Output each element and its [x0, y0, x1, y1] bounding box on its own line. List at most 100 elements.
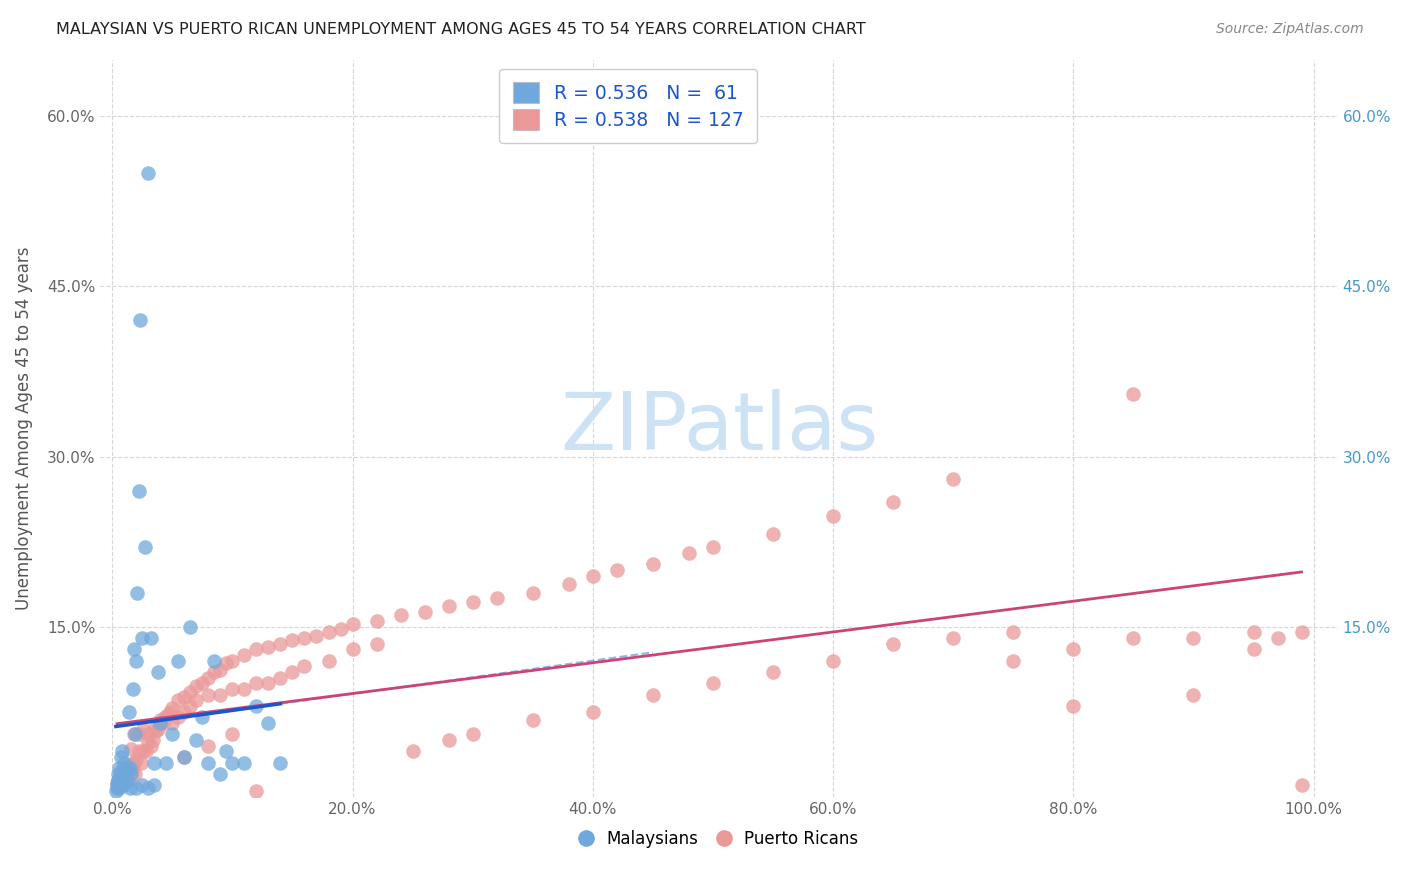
Point	[114, 767, 136, 781]
Point	[143, 722, 166, 736]
Point	[191, 710, 214, 724]
Point	[233, 681, 256, 696]
Point	[389, 608, 412, 623]
Point	[167, 693, 190, 707]
Point	[108, 772, 131, 787]
Point	[221, 756, 243, 770]
Point	[143, 779, 166, 793]
Point	[162, 701, 184, 715]
Point	[143, 756, 166, 770]
Point	[1243, 625, 1265, 640]
Point	[202, 665, 225, 679]
Point	[294, 631, 316, 645]
Point	[1182, 688, 1205, 702]
Point	[110, 767, 132, 781]
Point	[107, 779, 129, 793]
Point	[1062, 699, 1084, 714]
Point	[173, 690, 195, 704]
Point	[136, 727, 159, 741]
Point	[128, 727, 150, 741]
Text: MALAYSIAN VS PUERTO RICAN UNEMPLOYMENT AMONG AGES 45 TO 54 YEARS CORRELATION CHA: MALAYSIAN VS PUERTO RICAN UNEMPLOYMENT A…	[56, 22, 866, 37]
Point	[401, 744, 423, 758]
Point	[145, 723, 167, 738]
Point	[112, 779, 135, 793]
Point	[281, 665, 304, 679]
Point	[678, 546, 700, 560]
Point	[233, 756, 256, 770]
Legend: Malaysians, Puerto Ricans: Malaysians, Puerto Ricans	[572, 823, 865, 855]
Point	[121, 758, 143, 772]
Point	[121, 681, 143, 696]
Point	[1291, 779, 1313, 793]
Point	[221, 727, 243, 741]
Point	[558, 576, 581, 591]
Point	[318, 625, 340, 640]
Point	[1267, 631, 1289, 645]
Point	[111, 779, 134, 793]
Point	[942, 631, 965, 645]
Point	[105, 779, 128, 793]
Point	[269, 671, 291, 685]
Point	[159, 705, 181, 719]
Point	[112, 772, 135, 787]
Point	[245, 784, 267, 798]
Point	[114, 772, 136, 787]
Point	[281, 633, 304, 648]
Text: Source: ZipAtlas.com: Source: ZipAtlas.com	[1216, 22, 1364, 37]
Point	[209, 688, 232, 702]
Point	[107, 767, 129, 781]
Point	[1002, 654, 1025, 668]
Point	[149, 713, 172, 727]
Point	[110, 750, 132, 764]
Point	[1062, 642, 1084, 657]
Point	[269, 637, 291, 651]
Point	[522, 713, 544, 727]
Point	[702, 676, 724, 690]
Point	[112, 756, 135, 770]
Point	[318, 654, 340, 668]
Point	[115, 769, 138, 783]
Point	[221, 681, 243, 696]
Point	[110, 779, 132, 793]
Point	[131, 779, 153, 793]
Point	[582, 568, 605, 582]
Point	[202, 654, 225, 668]
Point	[121, 767, 143, 781]
Point	[942, 472, 965, 486]
Point	[437, 599, 460, 614]
Point	[197, 739, 219, 753]
Point	[197, 671, 219, 685]
Point	[112, 776, 135, 790]
Point	[245, 642, 267, 657]
Point	[139, 631, 162, 645]
Point	[136, 780, 159, 795]
Point	[124, 727, 146, 741]
Point	[179, 685, 201, 699]
Point	[221, 654, 243, 668]
Point	[461, 595, 484, 609]
Point	[152, 716, 174, 731]
Point	[191, 676, 214, 690]
Point	[1002, 625, 1025, 640]
Point	[120, 767, 142, 781]
Point	[136, 166, 159, 180]
Point	[114, 761, 136, 775]
Point	[366, 637, 388, 651]
Point	[215, 656, 238, 670]
Point	[882, 495, 904, 509]
Point	[146, 722, 169, 736]
Point	[167, 710, 190, 724]
Point	[823, 654, 845, 668]
Point	[105, 776, 128, 790]
Point	[111, 776, 134, 790]
Point	[110, 779, 132, 793]
Point	[257, 640, 280, 654]
Point	[233, 648, 256, 662]
Point	[186, 679, 208, 693]
Point	[485, 591, 508, 606]
Point	[257, 676, 280, 690]
Point	[197, 688, 219, 702]
Point	[132, 744, 155, 758]
Point	[115, 772, 138, 787]
Point	[461, 727, 484, 741]
